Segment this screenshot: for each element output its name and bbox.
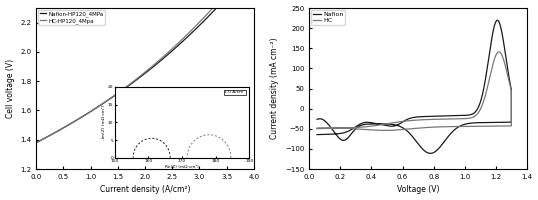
- HC-HP120_4Mpa: [119, 89, 125, 91]
- Y-axis label: Cell voltage (V): Cell voltage (V): [5, 59, 15, 118]
- Line: Nafion-HP120_4MPa: Nafion-HP120_4MPa: [36, 0, 254, 143]
- HC: [496, 51, 502, 53]
- Nafion: [498, 121, 505, 123]
- Nafion: [379, 123, 386, 126]
- Nafion: [445, 115, 451, 117]
- HC: [445, 118, 451, 120]
- Nafion: [494, 19, 501, 21]
- Line: HC: HC: [317, 52, 511, 130]
- Nafion-HP120_4MPa: [190, 30, 196, 33]
- HC: [382, 129, 388, 132]
- HC-HP120_4Mpa: [190, 27, 196, 30]
- Nafion: [427, 152, 434, 155]
- HC: [490, 125, 497, 127]
- Nafion: [490, 121, 497, 124]
- Legend: Nafion, HC: Nafion, HC: [311, 10, 345, 25]
- HC-HP120_4Mpa: [191, 26, 197, 29]
- HC: [365, 125, 372, 128]
- HC-HP120_4Mpa: [33, 141, 39, 144]
- HC: [314, 127, 320, 130]
- Nafion-HP120_4MPa: [191, 29, 197, 32]
- Nafion-HP120_4MPa: [170, 49, 176, 51]
- Nafion: [483, 76, 489, 79]
- Nafion: [365, 121, 372, 124]
- Nafion: [314, 118, 320, 121]
- X-axis label: Current density (A/cm²): Current density (A/cm²): [100, 185, 190, 194]
- Legend: Nafion-HP120_4MPa, HC-HP120_4Mpa: Nafion-HP120_4MPa, HC-HP120_4Mpa: [38, 10, 105, 25]
- HC: [379, 123, 386, 126]
- HC: [314, 127, 320, 129]
- Nafion-HP120_4MPa: [33, 141, 39, 144]
- Line: HC-HP120_4Mpa: HC-HP120_4Mpa: [36, 0, 254, 143]
- Nafion-HP120_4MPa: [59, 127, 66, 130]
- Nafion-HP120_4MPa: [104, 100, 110, 102]
- X-axis label: Voltage (V): Voltage (V): [397, 185, 440, 194]
- HC-HP120_4Mpa: [170, 47, 176, 49]
- Y-axis label: Current density (mA cm⁻²): Current density (mA cm⁻²): [271, 38, 280, 139]
- HC: [498, 125, 505, 127]
- Nafion-HP120_4MPa: [119, 89, 125, 91]
- HC-HP120_4Mpa: [59, 127, 66, 130]
- Nafion: [314, 133, 320, 136]
- HC: [483, 93, 489, 95]
- HC-HP120_4Mpa: [104, 99, 110, 102]
- Line: Nafion: Nafion: [317, 20, 511, 153]
